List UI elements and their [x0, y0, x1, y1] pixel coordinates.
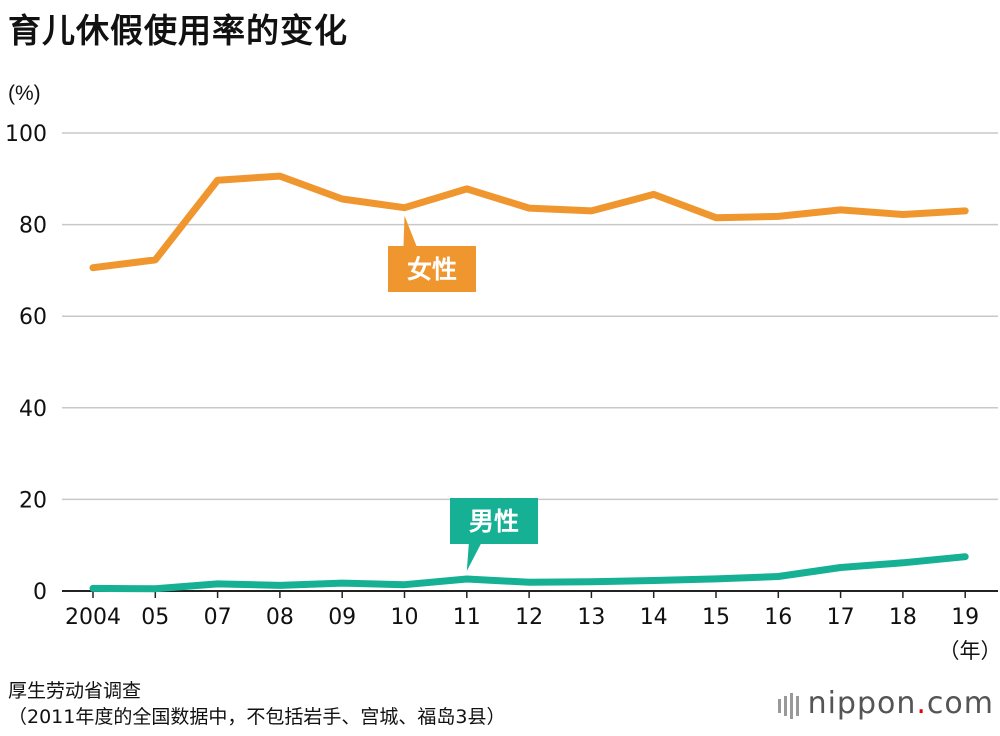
- x-tick-label: 2004: [65, 605, 121, 630]
- y-tick-label: 0: [33, 580, 47, 605]
- series-label-box-0: [388, 215, 476, 292]
- series-label-1: 男性: [469, 507, 519, 536]
- x-tick-label: 11: [453, 605, 481, 630]
- source-line-1: 厚生劳动省调查: [8, 680, 142, 702]
- x-tick-label: 10: [391, 605, 419, 630]
- y-tick-label: 40: [19, 397, 47, 422]
- x-tick-label: 09: [328, 605, 356, 630]
- source-line-2: （2011年度的全国数据中，不包括岩手、宫城、福岛3县）: [8, 706, 506, 728]
- series-label-box-1: [450, 498, 538, 571]
- series-label-0: 女性: [407, 255, 457, 284]
- logo-bars-icon: [777, 687, 802, 722]
- logo-suffix: com: [926, 686, 994, 721]
- x-tick-label: 13: [577, 605, 605, 630]
- y-tick-labels: 0 20 40 60 80 100: [5, 122, 47, 605]
- x-tick-label: 08: [266, 605, 294, 630]
- logo-dot: .: [916, 686, 927, 721]
- x-tick-label: 15: [702, 605, 730, 630]
- source-note: 厚生劳动省调查 （2011年度的全国数据中，不包括岩手、宫城、福岛3县）: [8, 678, 505, 730]
- series-line-0: [89, 172, 969, 272]
- x-tick-label: 14: [640, 605, 668, 630]
- x-tick-label: 12: [515, 605, 543, 630]
- x-tick-labels: 2004 05 07 08 09 10 11 12 13 14 15 16 17 18 19: [65, 591, 979, 630]
- y-tick-label: 80: [19, 214, 47, 239]
- y-axis-label: (%): [8, 82, 41, 105]
- x-tick-label: 19: [951, 605, 979, 630]
- nippon-logo[interactable]: nippon.com: [777, 686, 994, 722]
- x-tick-label: 18: [889, 605, 917, 630]
- y-tick-label: 60: [19, 305, 47, 330]
- y-tick-label: 20: [19, 488, 47, 513]
- x-tick-label: 16: [764, 605, 792, 630]
- x-tick-label: 05: [141, 605, 169, 630]
- logo-name: nippon: [807, 686, 917, 721]
- chart-title: 育儿休假使用率的变化: [8, 11, 348, 50]
- x-tick-label: 17: [827, 605, 855, 630]
- y-tick-label: 100: [5, 122, 47, 147]
- x-axis-label: （年）: [939, 639, 1000, 663]
- x-tick-label: 07: [204, 605, 232, 630]
- series-lines: [89, 172, 969, 593]
- series-line-1: [89, 553, 969, 593]
